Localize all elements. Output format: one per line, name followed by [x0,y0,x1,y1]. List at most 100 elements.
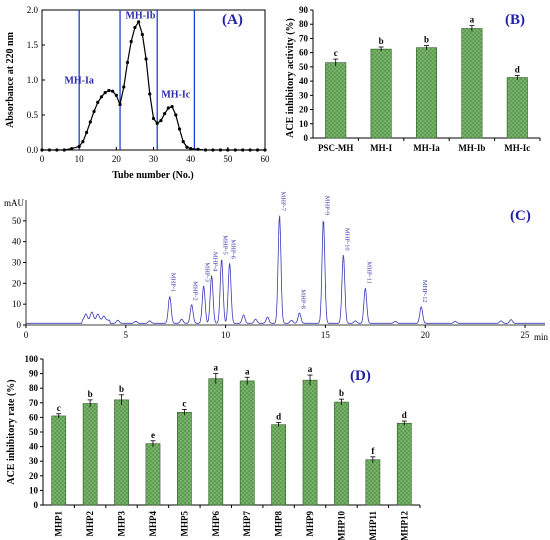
panel-d-ytick-label: 40 [29,442,39,452]
panel-a-point [155,121,159,125]
panel-a-point [241,148,245,152]
panel-c-xtick-label: 10 [221,330,231,340]
panel-a-point [140,32,144,37]
panel-a-point [96,100,100,104]
panel-c-ytick-label: 30 [12,258,22,268]
panel-b-ytick-label: 30 [299,90,309,100]
panel-a-point [103,91,107,95]
panel-a-point [248,148,252,152]
panel-b-bar [370,48,392,139]
panel-a-point [233,148,237,152]
panel-a-point [166,106,170,110]
panel-b-bar [415,47,438,139]
panel-c-ytick-label: 40 [12,237,22,247]
panel-b-category-label: PSC-MH [318,143,354,153]
panel-d-category-label: MHP6 [211,511,221,537]
panel-a-point [122,85,126,89]
panel-c-peak-label: MHP-2 [192,281,199,301]
panel-d-bar [365,459,381,506]
panel-a-point [177,127,182,131]
panel-d-bar [208,378,224,506]
panel-d-ytick-label: 20 [29,471,39,481]
panel-b-category-label: MH-I [370,143,392,153]
panel-b-ytick-label: 10 [299,119,309,129]
panel-a-ytick-label: 1.5 [27,40,39,50]
panel-c-peak-label: MHP-12 [421,280,428,303]
panel-a-xlabel: Tube number (No.) [112,170,193,181]
panel-b-significance-letter: d [515,64,520,74]
panel-d-bar [114,399,129,506]
panel-c-ytick-label: 20 [12,278,22,288]
panel-d-ytick-label: 10 [29,485,39,495]
panel-c-peak-label: MHP-1 [170,273,177,293]
panel-c-hplc-chromatogram: (C) mAU min 0 10 20 30 40 50 0 5 10 15 20 25 MHP-1 MH… [4,191,549,342]
panel-a-point [185,145,189,149]
panel-d-ytick-label: 50 [29,427,39,437]
panel-a-point [92,109,96,114]
panel-d-bar [145,443,161,506]
panel-c-ytick-label: 0 [17,320,22,330]
panel-a-point [88,120,92,124]
panel-d-significance-letter: a [245,366,250,376]
panel-a-point [255,148,260,152]
panel-a-point [85,130,89,135]
panel-b-ytick-label: 0 [304,133,309,143]
panel-a-point [81,140,85,144]
panel-d-category-label: MHP10 [336,511,346,540]
panel-c-peak-label: MHP-6 [230,239,237,259]
panel-a-point [148,92,152,96]
panel-b-significance-letter: a [470,15,475,25]
panel-d-significance-letter: f [371,446,375,456]
panel-d-significance-letter: a [214,363,219,373]
panel-d-category-label: MHP8 [274,511,284,537]
panel-b-significance-letter: c [334,48,338,58]
panel-a-point [170,105,174,109]
panel-a-point [226,148,230,152]
panel-d-bar-chart: (D) ACE inhibitory rate (%) 0 10 20 30 40 50 6… [6,354,421,540]
panel-d-ytick-label: 60 [29,412,39,422]
panel-a-point [129,39,133,44]
panel-a-point [137,20,141,24]
panel-a-point [263,148,267,152]
panel-c-ytick-label: 50 [12,216,22,226]
panel-a-point [125,60,130,65]
panel-d-ytick-label: 80 [29,383,39,393]
panel-d-ylabel: ACE inhibitory rate (%) [6,379,17,484]
panel-d-significance-letter: c [182,398,186,408]
panel-b-ytick-label: 50 [299,62,309,72]
panel-a-point [99,95,104,99]
panel-d-bar [239,380,255,506]
panel-b-ylabel: ACE inhibitory activity (%) [285,18,296,138]
panel-d-ytick-label: 0 [34,500,39,510]
panel-a-point [181,140,185,144]
panel-c-peak-label: MHP-3 [204,262,211,282]
panel-a-fraction-label: MH-Ib [125,10,155,21]
panel-a-ylabel: Absorbance at 220 nm [5,31,16,128]
panel-c-peak-label: MHP-7 [280,191,287,211]
panel-b-significance-letter: b [379,36,384,46]
panel-d-category-label: MHP3 [117,511,127,537]
panel-d-category-label: MHP9 [305,511,315,537]
panel-d-significance-letter: e [151,430,155,440]
panel-a-point [151,116,156,121]
panel-a-ytick-label: 0.0 [27,145,39,155]
panel-c-yunit: mAU [4,198,25,208]
panel-b-bar [461,28,483,139]
panel-a-fraction-label: MH-Ic [161,90,190,101]
panel-c-peak-label: MHP-4 [212,252,219,272]
panel-d-bar [334,401,349,506]
panel-b-ytick-label: 70 [299,33,309,43]
panel-a-point [196,147,200,151]
panel-a-point [144,57,148,61]
panel-c-trace [26,215,545,324]
panel-b-category-label: MH-Ib [458,143,485,153]
panel-d-ytick-label: 70 [29,398,39,408]
panel-a-point [111,89,115,93]
panel-c-xtick-label: 25 [521,330,531,340]
panel-a-point [55,148,59,152]
panel-d-category-label: MHP4 [148,511,158,537]
panel-b-bar-chart: (B) ACE inhibitory activity (%) 0 10 20 30 4… [285,5,541,153]
panel-c-xunit: min [534,332,549,342]
panel-a-point [107,88,111,93]
